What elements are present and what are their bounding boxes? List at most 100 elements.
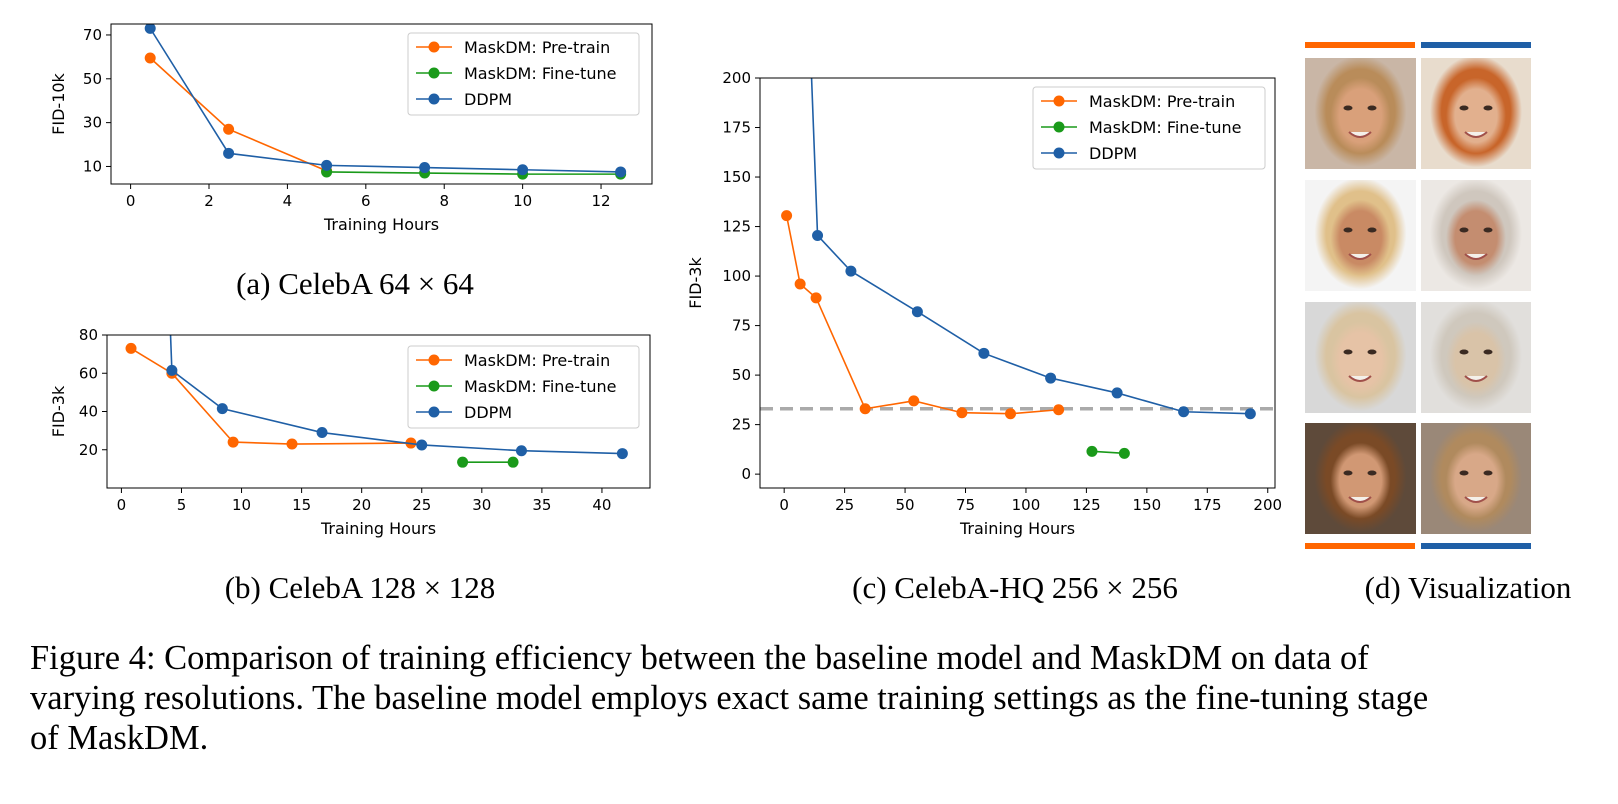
eye-right: [1367, 349, 1377, 355]
data-point-ddpm: [144, 24, 156, 34]
caption-a: (a) CelebA 64 × 64: [236, 266, 474, 301]
x-tick-label: 0: [779, 496, 789, 514]
chart-b-celeba-128: 0 5 10 15 20 25 30 35 40 20 40 60 80 Training Hours FI…: [49, 326, 651, 538]
face-image-right: [1421, 58, 1531, 169]
y-tick-label: 0: [741, 465, 751, 483]
face-image-left: [1305, 58, 1416, 169]
x-tick-label: 10: [232, 496, 251, 514]
y-tick-label: 100: [722, 267, 751, 285]
top-bar-maskdm: [1305, 42, 1415, 48]
data-point-pretrain: [1004, 408, 1016, 420]
legend-swatch-marker-ddpm: [428, 93, 440, 105]
y-tick-label: 10: [83, 157, 102, 175]
chart-a-celeba-64: 0 2 4 6 8 10 12 10 30 50 70 Training Hours FID-10k Ma…: [49, 23, 653, 234]
data-point-ddpm: [616, 448, 628, 460]
x-tick-label: 30: [472, 496, 491, 514]
eye-left: [1459, 349, 1469, 355]
plot-area: [144, 24, 627, 180]
x-tick-label: 75: [956, 496, 975, 514]
legend-swatch-marker-pretrain: [428, 41, 440, 53]
data-point-ddpm: [1111, 387, 1123, 399]
eye-right: [1367, 227, 1377, 233]
y-tick-label: 175: [722, 119, 751, 137]
face-image-right: [1421, 302, 1531, 413]
data-point-ddpm: [216, 403, 228, 415]
face-features: [1459, 470, 1493, 503]
data-point-pretrain: [223, 123, 235, 135]
legend-label-pretrain: MaskDM: Pre-train: [464, 38, 610, 57]
face-image-left: [1305, 423, 1416, 534]
y-tick-label: 25: [732, 416, 751, 434]
eye-left: [1343, 105, 1353, 111]
data-point-ddpm: [1045, 372, 1057, 384]
data-point-ddpm: [911, 306, 923, 318]
data-point-pretrain: [125, 342, 137, 354]
data-point-ddpm: [1178, 406, 1190, 418]
x-axis-label: Training Hours: [320, 519, 436, 538]
x-tick-label: 0: [117, 496, 127, 514]
data-point-pretrain: [286, 438, 298, 450]
eye-left: [1343, 470, 1353, 476]
figure-caption-line-1: Figure 4: Comparison of training efficie…: [30, 639, 1369, 677]
data-point-finetune: [507, 456, 519, 468]
y-tick-label: 125: [722, 218, 751, 236]
data-point-ddpm: [845, 265, 857, 277]
face-image-left: [1305, 180, 1416, 291]
mouth: [1464, 131, 1488, 138]
face-features: [1459, 227, 1493, 260]
legend-swatch-marker-pretrain: [428, 354, 440, 366]
data-point-ddpm: [615, 166, 627, 178]
eye-right: [1483, 470, 1493, 476]
data-point-pretrain: [956, 407, 968, 419]
legend-box: [1032, 86, 1266, 170]
legend-label-finetune: MaskDM: Fine-tune: [464, 64, 616, 83]
data-point-ddpm: [316, 427, 328, 439]
data-point-ddpm: [515, 445, 527, 457]
y-tick-label: 50: [83, 70, 102, 88]
x-tick-label: 20: [352, 496, 371, 514]
mouth: [1348, 253, 1372, 260]
eye-right: [1367, 470, 1377, 476]
legend: MaskDM: Pre-train MaskDM: Fine-tune DDPM: [407, 32, 640, 116]
caption-c: (c) CelebA-HQ 256 × 256: [852, 570, 1178, 605]
mouth: [1464, 496, 1488, 503]
legend-label-finetune: MaskDM: Fine-tune: [1089, 118, 1241, 137]
legend: MaskDM: Pre-train MaskDM: Fine-tune DDPM: [1032, 86, 1266, 170]
x-tick-label: 25: [835, 496, 854, 514]
legend-label-pretrain: MaskDM: Pre-train: [464, 351, 610, 370]
series-line-ddpm: [149, 27, 621, 173]
data-point-pretrain: [227, 436, 239, 448]
x-tick-label: 50: [896, 496, 915, 514]
eye-left: [1459, 105, 1469, 111]
figure-caption-line-3: of MaskDM.: [30, 719, 209, 757]
eye-right: [1483, 349, 1493, 355]
x-axis-label: Training Hours: [959, 519, 1075, 538]
data-point-ddpm: [166, 364, 178, 376]
y-axis-label: FID-10k: [49, 72, 68, 134]
data-point-pretrain: [859, 403, 871, 415]
data-point-finetune: [457, 456, 469, 468]
mouth: [1464, 375, 1488, 382]
face-image-left: [1305, 302, 1416, 413]
data-point-pretrain: [781, 210, 793, 222]
data-point-pretrain: [1053, 404, 1065, 416]
data-point-pretrain: [144, 52, 156, 64]
face-features: [1343, 227, 1377, 260]
mouth: [1348, 496, 1372, 503]
data-point-ddpm: [978, 347, 990, 359]
y-tick-label: 60: [79, 364, 98, 382]
plot-frame: [759, 77, 1276, 489]
y-tick-label: 200: [722, 69, 751, 87]
bottom-bar-ddpm: [1421, 543, 1531, 549]
bottom-bar-maskdm: [1305, 543, 1415, 549]
data-point-ddpm: [321, 159, 333, 171]
x-axis-label: Training Hours: [323, 215, 439, 234]
chart-c-celebahq-256: 0 25 50 75 100 125 150 175 200 0 25 50 75 100 125 150 17…: [686, 69, 1282, 538]
x-tick-label: 175: [1193, 496, 1222, 514]
data-point-ddpm: [416, 439, 428, 451]
legend: MaskDM: Pre-train MaskDM: Fine-tune DDPM: [407, 345, 640, 429]
legend-label-ddpm: DDPM: [1089, 144, 1137, 163]
mouth: [1348, 131, 1372, 138]
legend-label-pretrain: MaskDM: Pre-train: [1089, 92, 1235, 111]
y-tick-label: 80: [79, 326, 98, 344]
